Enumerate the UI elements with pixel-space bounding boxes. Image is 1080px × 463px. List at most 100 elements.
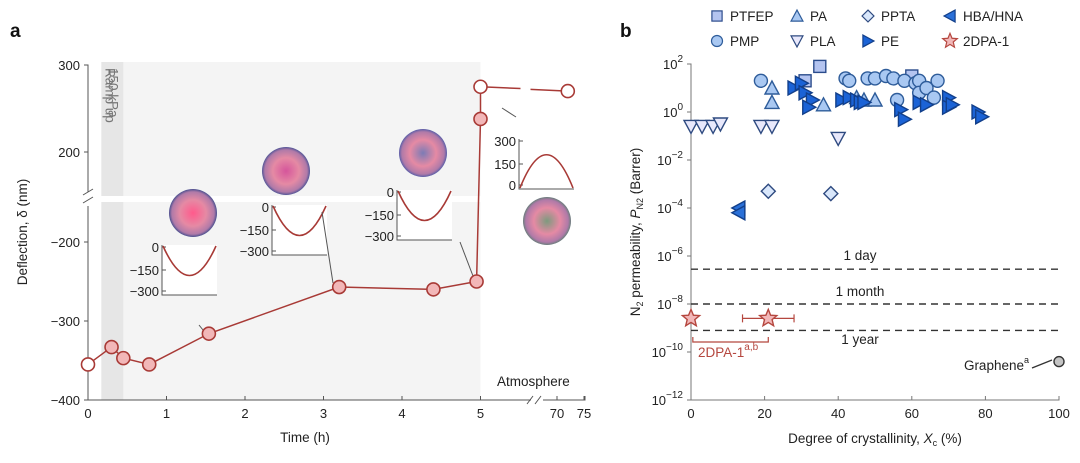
inset-profile: 300 150 0 [494,134,574,245]
base: 10 [657,249,671,264]
x-tick-label: 75 [577,406,591,421]
data-point [560,83,576,99]
data-point [116,350,131,366]
marker-pe [857,94,873,111]
atmosphere-label: Atmosphere [497,374,570,389]
base: 10 [657,201,671,216]
inset-tick-label: −300 [130,284,159,299]
superscript: a [1024,355,1029,365]
deflection-line-atmosphere [480,86,568,92]
superscript: a,b [744,342,758,353]
exponent: 0 [677,102,683,113]
marker-pe [787,79,803,97]
legend-item: PMP [710,34,759,49]
marker-ppta [822,185,839,202]
data-point [80,357,96,372]
x-tick-label: 0 [84,406,91,421]
marker-pe [945,96,961,113]
x-tick-label: 40 [831,406,845,421]
y-tick-label: 200 [58,145,80,160]
legend-label: PTFEP [730,9,774,24]
leader-line [501,107,517,118]
legend-label: PLA [810,34,836,49]
y-tick-label: −200 [51,235,80,250]
exponent: −12 [666,390,683,401]
x-axis-label: Degree of crystallinity, Xc (%) [788,431,962,448]
legend-item: PLA [790,34,836,49]
data-point [201,326,217,341]
y-axis-break-band [86,196,486,202]
x-tick-label: 4 [398,406,405,421]
legend-label: HBA/HNA [963,9,1023,24]
graphene-leader-line [1031,359,1053,369]
inset-tick-label: 300 [494,134,516,149]
legend-marker [942,9,956,23]
marker-pla [763,119,781,135]
marker-pe [975,108,991,125]
panel-a-label: a [10,21,21,42]
data-point [473,79,488,95]
x-tick-label: 1 [163,406,170,421]
exponent: −4 [672,198,684,209]
2dpa-bracket [692,337,769,343]
inset-tick-label: 0 [152,240,159,255]
data-point [104,339,119,355]
reference-line-label: 1 year [841,332,879,347]
text: permeability, [628,218,643,301]
x-tick-label: 20 [757,406,771,421]
deflection-profile [272,205,327,237]
marker-pmp [842,73,857,89]
legend-item: PE [862,34,899,49]
y-tick-label: −300 [51,314,80,329]
y-axis-label: N2 permeability, PN2 (Barrer) [628,148,645,317]
y-tick-label: 10−2 [657,150,683,168]
x-tick-label: 3 [320,406,327,421]
x-axis-break-mark [526,395,542,405]
inset-tick-label: −150 [365,208,394,223]
y-tick-label: 10−8 [657,294,683,312]
marker-pla [830,131,847,147]
x-tick-label: 100 [1048,406,1070,421]
membrane-image [523,197,571,245]
unit: (Barrer) [628,148,643,198]
x-tick-label: 70 [550,406,564,421]
marker-ppta [760,183,777,200]
marker-pmp [930,73,945,89]
y-tick-label: 10−4 [657,198,683,216]
y-tick-label: 10−12 [652,390,684,408]
y-tick-label: −400 [51,393,80,408]
y-axis-label: Deflection, δ (nm) [15,179,30,286]
inset-background [519,139,574,189]
inset-background [272,205,327,255]
x-tick-label: 0 [687,406,694,421]
inset-axes [518,139,574,190]
pressure-label: 150 kPa [105,68,120,118]
data-point [473,111,488,127]
y-tick-label: 10−10 [652,342,684,360]
legend-marker [790,35,804,49]
unit: (%) [937,431,962,446]
deflection-profile [519,154,574,189]
marker-pla [682,119,700,135]
legend-label: PMP [730,34,759,49]
legend-label: 2DPA-1 [963,34,1009,49]
leader-line [459,241,474,277]
marker-pla [712,117,729,133]
y-tick-label: 300 [58,58,80,73]
reference-line-label: 1 day [843,248,876,263]
marker-2dpa-1 [680,307,702,328]
base: 10 [657,297,671,312]
exponent: 2 [677,54,683,65]
marker-pmp [926,90,942,105]
legend-marker [862,34,876,48]
y-axis-line [84,64,89,400]
inset-tick-label: 0 [387,185,394,200]
ramp-up-region [101,62,124,400]
base: 10 [652,393,666,408]
marker-pmp [919,80,934,96]
exponent: −10 [666,342,683,353]
inset-profile: 0 −150 −300 [240,147,327,259]
